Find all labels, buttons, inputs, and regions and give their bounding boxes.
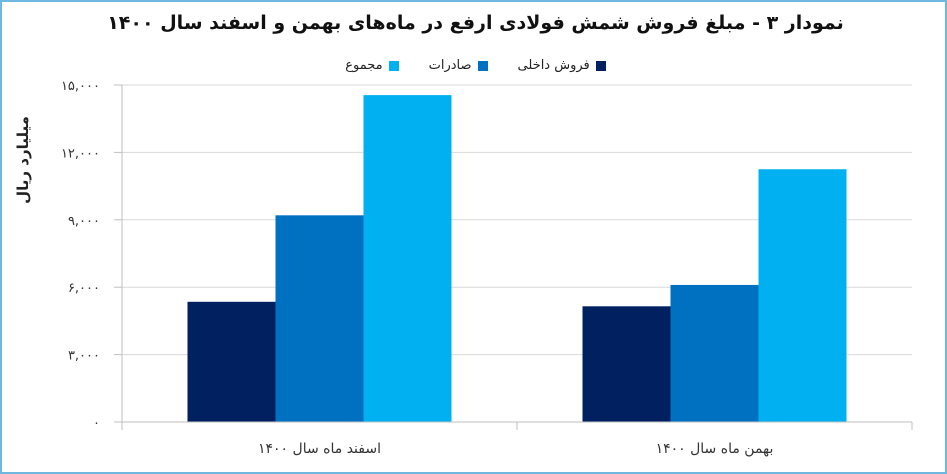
bar	[275, 215, 364, 422]
axes	[121, 85, 913, 430]
legend-label-exports: صادرات	[428, 58, 472, 73]
y-tick-label: ۶,۰۰۰	[68, 281, 100, 296]
legend-swatch-exports	[477, 60, 488, 71]
bar	[363, 95, 452, 423]
legend-swatch-total	[388, 60, 399, 71]
y-tick-label: ۰	[93, 416, 100, 431]
y-axis-label: میلیارد ریال	[14, 116, 32, 204]
bars	[187, 95, 847, 423]
legend-item-total: مجموع	[345, 58, 399, 73]
legend-item-exports: صادرات	[429, 58, 488, 73]
legend-label-total: مجموع	[345, 58, 383, 73]
bar	[670, 284, 759, 422]
x-tick-label: اسفند ماه سال ۱۴۰۰	[258, 441, 381, 457]
labels: ۰ ۳,۰۰۰ ۶,۰۰۰ ۹,۰۰۰ ۱۲,۰۰۰ ۱۵,۰۰۰ اسفند ماه سا…	[61, 79, 773, 457]
chart-title: نمودار ۳ - مبلغ فروش شمش فولادی ارفع در …	[107, 12, 844, 34]
bar	[582, 306, 671, 422]
bar	[758, 169, 847, 422]
legend-item-domestic-sales: فروش داخلی	[518, 58, 606, 73]
legend-swatch-domestic-sales	[595, 60, 606, 71]
bar	[187, 301, 276, 422]
y-tick-label: ۳,۰۰۰	[68, 349, 100, 364]
x-tick-label: بهمن ماه سال ۱۴۰۰	[656, 441, 774, 457]
y-tick-label: ۹,۰۰۰	[68, 214, 100, 229]
y-tick-label: ۱۵,۰۰۰	[61, 79, 100, 94]
legend-label-domestic-sales: فروش داخلی	[517, 58, 590, 73]
legend: فروش داخلی صادرات مجموع	[2, 58, 947, 73]
y-tick-label: ۱۲,۰۰۰	[61, 146, 100, 161]
